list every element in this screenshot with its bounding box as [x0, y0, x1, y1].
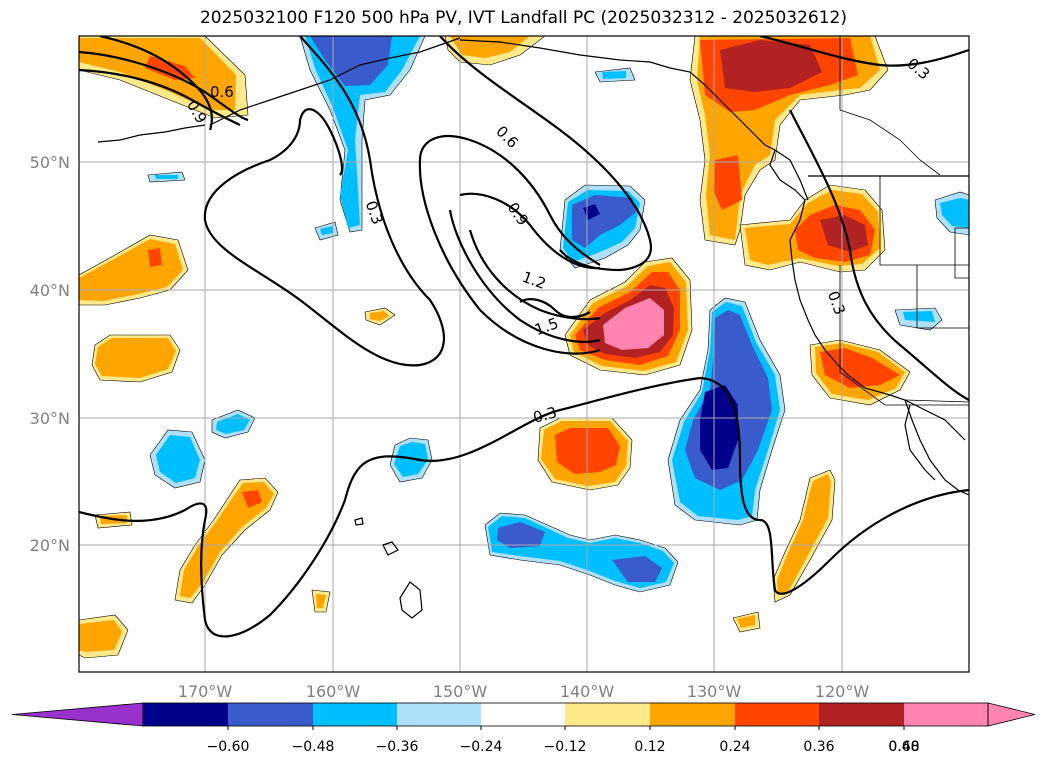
mexico-border	[904, 399, 969, 403]
anomaly-negative-small-3-inner	[320, 226, 333, 235]
state-border-4	[839, 265, 969, 406]
lon-label-130w: 130°W	[687, 682, 742, 701]
pv-contour-1.5-loop	[519, 298, 591, 319]
anomaly-positive-bc-lower	[713, 155, 742, 210]
pv-contour-1.2-loop	[468, 229, 601, 321]
canada-border-west	[839, 36, 941, 176]
pv-contour-0.3-main	[203, 36, 445, 367]
anomaly-negative-small-2-inner	[602, 71, 626, 79]
contour-label-0.3-b: 0.3	[531, 403, 559, 427]
colorbar-segment	[228, 703, 313, 726]
anomaly-positive-small-1-inner	[370, 311, 389, 321]
aleutian-chain	[97, 124, 206, 143]
pv-contour-0.3-topleft	[79, 68, 241, 126]
lat-label-50n: 50°N	[30, 153, 70, 172]
anomaly-negative-montana-inner	[940, 198, 969, 228]
state-border-2	[954, 227, 969, 279]
colorbar-segment	[397, 703, 481, 726]
map-area: 0.6 0.9 0.3 0.6 0.9 1.2 1.5 0.3 0.3 0.3	[79, 36, 969, 672]
lon-label-170w: 170°W	[178, 682, 233, 701]
hawaii-maui	[382, 541, 399, 556]
hawaii-oahu	[354, 517, 364, 526]
lon-label-150w: 150°W	[433, 682, 488, 701]
anomaly-negative-20n-core2	[612, 556, 662, 582]
pv-contour-0.3-east	[759, 36, 969, 67]
longitude-labels: 170°W 160°W 150°W 140°W 130°W 120°W	[178, 682, 870, 701]
anomaly-positive-left-36n-inner	[95, 338, 176, 378]
colorbar-tick-label: 0.12	[634, 739, 665, 755]
anomaly-positive-baja-inner	[777, 474, 831, 595]
anomaly-negative-130w-dark	[700, 385, 738, 470]
anomaly-positive-north-150w-inner	[450, 36, 530, 58]
colorbar-extend-low	[11, 702, 144, 727]
ivt-filled-contours	[79, 36, 969, 659]
colorbar-tick-label: 0.48	[888, 739, 919, 755]
pv-contour-0.9-topleft	[99, 36, 213, 131]
lat-label-40n: 40°N	[30, 281, 70, 300]
pv-contour-0.9-loop	[448, 209, 601, 343]
latitude-labels: 50°N 40°N 30°N 20°N	[30, 153, 70, 555]
colorbar: −0.60 −0.48 −0.36 −0.24 −0.12 0.12 0.24 0.36 0.4…	[11, 702, 1036, 755]
pv-contour-0.6-loop	[418, 135, 601, 355]
lon-label-140w: 140°W	[560, 682, 615, 701]
alaska-peninsula-coast	[209, 37, 461, 126]
anomaly-negative-20n-core	[497, 522, 545, 548]
lon-label-160w: 160°W	[306, 682, 361, 701]
anomaly-negative-small-4-inner	[216, 414, 250, 434]
anomaly-positive-pnw-core	[820, 215, 868, 252]
colorbar-tick-label: 0.24	[719, 739, 750, 755]
anomaly-positive-small-3-inner	[79, 620, 122, 652]
state-border-3	[916, 265, 969, 329]
colorbar-segment	[143, 703, 228, 726]
colorbar-tick-label: −0.60	[207, 739, 250, 755]
anomaly-negative-alaska-mid	[305, 36, 420, 228]
contour-label-0.6-a: 0.6	[210, 83, 234, 101]
pv-contour-0.9-main	[459, 192, 601, 270]
colorbar-tick-label: 0.60	[888, 739, 919, 755]
colorbar-extend-high	[987, 702, 1036, 727]
alaska-south-coast	[459, 39, 809, 201]
anomaly-negative-nevada-inner	[903, 311, 935, 322]
anomaly-positive-central-core	[603, 298, 664, 350]
colorbar-segment	[565, 703, 650, 726]
anomaly-positive-24n-core	[242, 490, 262, 508]
colorbar-tick-label: −0.12	[544, 739, 587, 755]
baja-peninsula	[904, 404, 936, 481]
colorbar-tick-label: −0.48	[292, 739, 335, 755]
anomaly-positive-small-5-inner	[737, 615, 755, 628]
gridlines	[79, 36, 969, 672]
anomaly-positive-top-left-inner	[79, 38, 236, 110]
baja-coast	[904, 399, 969, 496]
pv-contour-0.3-east-b	[789, 109, 969, 401]
colorbar-segment	[313, 703, 397, 726]
colorbar-segment	[819, 703, 904, 726]
colorbar-segment	[650, 703, 735, 726]
colorbar-tick-label: 0.36	[803, 739, 834, 755]
pv-contour-0.6-main	[439, 36, 653, 272]
anomaly-positive-small-4-inner	[316, 594, 326, 608]
colorbar-segment	[481, 703, 565, 726]
lat-label-30n: 30°N	[30, 409, 70, 428]
map-frame	[78, 35, 970, 673]
pv-contour-0.3-south	[79, 376, 969, 638]
figure-title: 2025032100 F120 500 hPa PV, IVT Landfall…	[199, 8, 847, 28]
anomaly-positive-left-42n-core	[148, 248, 162, 267]
state-border-1	[879, 176, 969, 266]
coastlines	[97, 36, 969, 619]
colorbar-segment	[904, 703, 988, 726]
lat-label-20n: 20°N	[30, 536, 70, 555]
lon-label-120w: 120°W	[815, 682, 870, 701]
colorbar-tick-label: −0.24	[460, 739, 503, 755]
anomaly-negative-alaska-core	[310, 36, 392, 86]
anomaly-positive-24n-inner	[180, 482, 274, 598]
pv-contours	[79, 36, 969, 638]
anomaly-positive-bc-coast-core	[720, 40, 822, 92]
anomaly-negative-small-1-inner	[155, 175, 178, 179]
colorbar-segment	[735, 703, 819, 726]
hawaii-big-island	[399, 581, 423, 619]
anomaly-negative-small-5-inner	[156, 435, 200, 483]
colorbar-tick-label: −0.36	[376, 739, 419, 755]
